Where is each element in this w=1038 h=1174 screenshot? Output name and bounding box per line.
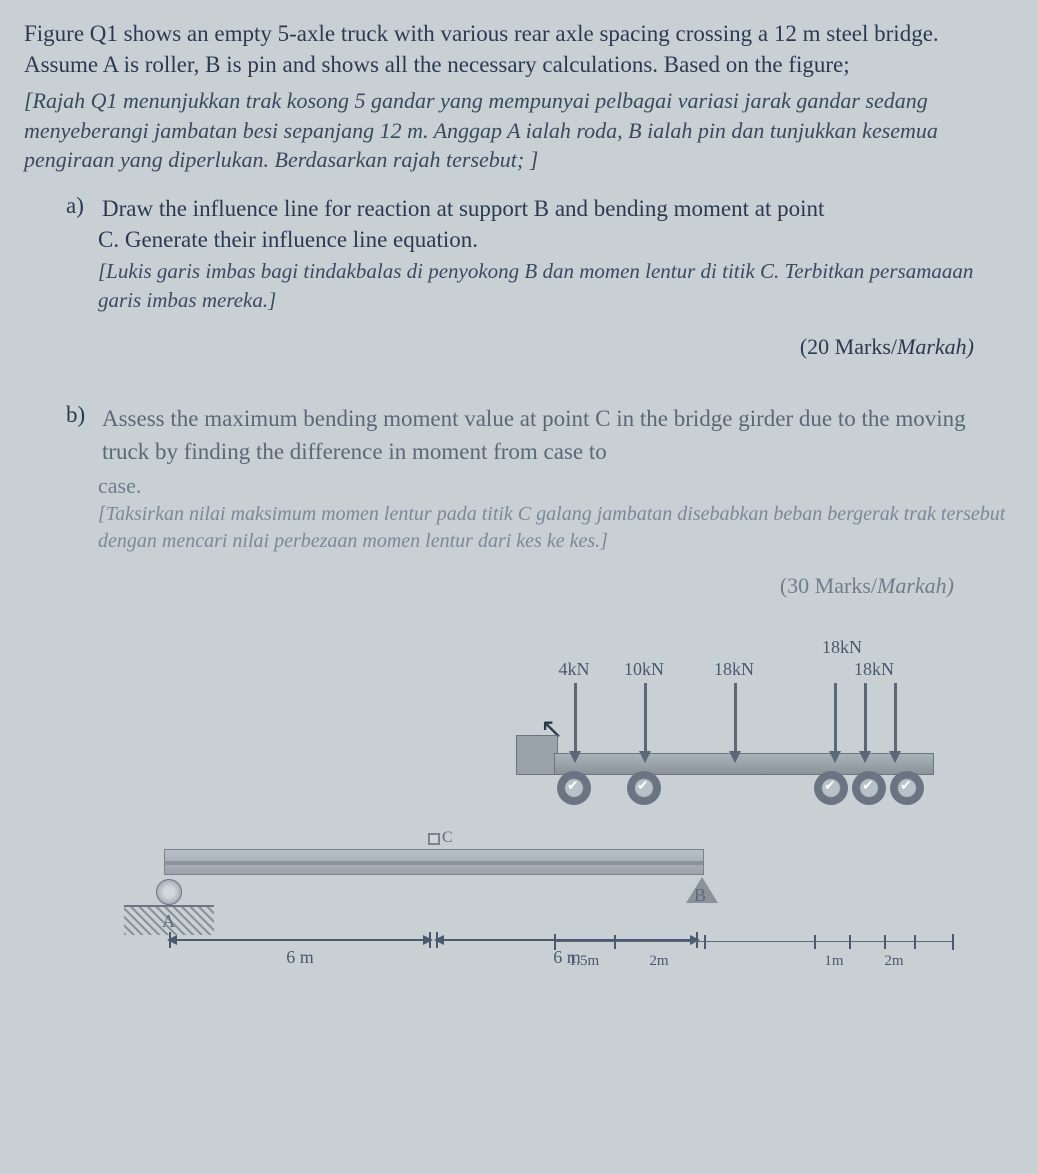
truck-dimensions: 1.5m 2m 1m 2m [594, 941, 994, 981]
part-b-case: case. [98, 473, 1014, 499]
support-a-label: A [162, 911, 175, 932]
part-a-marks: (20 Marks/Markah) [24, 334, 974, 360]
part-a-label: a) [66, 193, 98, 219]
point-c-label: C [442, 829, 453, 847]
load-arrow-1 [574, 683, 577, 753]
truck-dim-4: 2m [874, 953, 914, 970]
bridge-beam [164, 849, 704, 875]
part-b-malay: [Taksirkan nilai maksimum momen lentur p… [98, 501, 1014, 555]
part-b-text: Assess the maximum bending moment value … [102, 406, 966, 464]
truck-cab [516, 735, 558, 775]
axle-load-2: 10kN [614, 659, 674, 680]
part-b-marks: (30 Marks/Markah) [24, 573, 954, 599]
axle-load-3: 18kN [704, 659, 764, 680]
dim-span-1 [169, 939, 431, 941]
wheel-4 [852, 771, 886, 805]
truck-body [554, 753, 934, 775]
wheel-5 [890, 771, 924, 805]
part-a-malay: [Lukis garis imbas bagi tindakbalas di p… [98, 257, 1014, 314]
wheel-1 [557, 771, 591, 805]
part-a: a) Draw the influence line for reaction … [66, 193, 1014, 314]
axle-load-1: 4kN [544, 659, 604, 680]
marks-b-ms: Markah) [877, 573, 954, 598]
load-arrow-4a [834, 683, 837, 753]
intro-english: Figure Q1 shows an empty 5-axle truck wi… [24, 18, 1014, 80]
marks-a-ms: Markah) [897, 334, 974, 359]
part-a-line2: C. Generate their influence line equatio… [98, 224, 1014, 255]
part-b: b) Assess the maximum bending moment val… [66, 402, 1014, 555]
point-c-marker [428, 833, 440, 845]
load-arrow-3 [734, 683, 737, 753]
load-arrow-2 [644, 683, 647, 753]
truck: 18kN 4kN 10kN 18kN 18kN [564, 643, 964, 823]
support-a-roller [156, 879, 182, 905]
dim-span-1-label: 6 m [270, 947, 330, 968]
axle-load-top: 18kN [812, 637, 872, 658]
intro-malay: [Rajah Q1 menunjukkan trak kosong 5 gand… [24, 86, 1014, 175]
wheel-3 [814, 771, 848, 805]
truck-dim-1: 1.5m [564, 953, 604, 970]
truck-dim-2: 2m [639, 953, 679, 970]
marks-b-en: (30 Marks/ [780, 573, 877, 598]
load-arrow-4b [864, 683, 867, 753]
part-a-line1: Draw the influence line for reaction at … [102, 196, 824, 221]
figure-q1: 18kN 4kN 10kN 18kN 18kN C A B 6 m [24, 609, 984, 969]
truck-dim-3: 1m [814, 953, 854, 970]
wheel-2 [627, 771, 661, 805]
support-b-label: B [694, 885, 706, 906]
axle-load-5: 18kN [844, 659, 904, 680]
load-arrow-5 [894, 683, 897, 753]
marks-a-en: (20 Marks/ [800, 334, 897, 359]
part-b-label: b) [66, 402, 98, 428]
